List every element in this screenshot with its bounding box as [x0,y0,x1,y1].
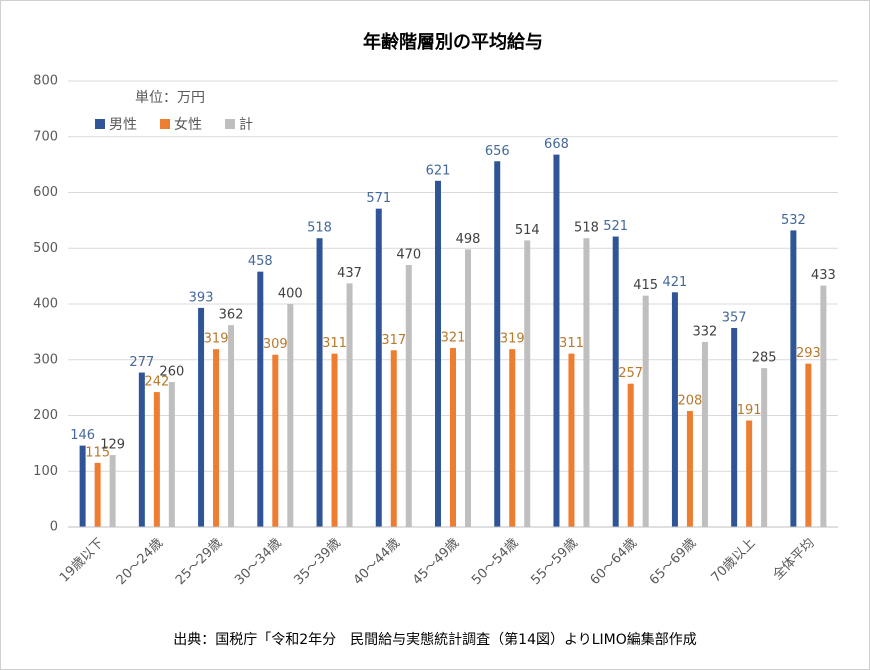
bar [627,383,634,527]
y-tick-label: 400 [33,297,58,312]
bar [790,230,797,527]
value-label: 656 [485,144,510,159]
value-label: 498 [456,232,481,247]
value-label: 437 [337,266,362,281]
value-label: 257 [618,366,643,381]
value-label: 421 [663,275,688,290]
bar [701,341,708,527]
chart-title: 年齢階層別の平均給与 [363,31,543,53]
value-label: 129 [100,438,125,453]
value-label: 521 [603,219,628,234]
bar [553,154,560,527]
bar [138,372,145,527]
bar [509,349,516,527]
legend-label: 計 [239,117,253,133]
bar [272,354,279,527]
value-label: 332 [693,324,718,339]
value-label: 242 [144,375,169,390]
value-label: 311 [322,336,347,351]
value-label: 571 [366,191,391,206]
y-tick-label: 0 [50,520,58,535]
value-label: 518 [307,221,332,236]
bar [761,368,768,527]
legend-swatch [160,119,170,129]
value-label: 470 [396,247,421,262]
bar [213,349,220,527]
value-label: 319 [500,332,525,347]
bar [405,264,412,527]
bar [805,363,812,527]
bar [731,327,738,527]
bar [642,295,649,527]
bar [257,271,264,527]
value-label: 514 [515,223,540,238]
legend-swatch [225,119,235,129]
bar [746,420,753,527]
bar [820,285,827,527]
bar [228,325,235,527]
y-tick-label: 200 [33,408,58,423]
value-label: 362 [219,308,244,323]
bar [450,348,456,527]
bar [168,382,175,527]
value-label: 208 [678,394,703,409]
value-label: 309 [263,337,288,352]
bar [612,236,619,528]
bar [671,292,678,527]
value-label: 393 [189,290,214,305]
y-tick-label: 100 [33,464,58,479]
legend-label: 女性 [174,116,202,133]
value-label: 433 [811,268,836,283]
bar [109,455,116,527]
value-label: 319 [204,332,229,347]
y-tick-label: 500 [33,241,58,256]
bar [198,307,205,527]
source-note: 出典：国税庁「令和2年分 民間給与実態統計調査（第14図）よりLIMO編集部作成 [173,631,696,648]
value-label: 621 [426,163,451,178]
value-label: 518 [574,221,599,236]
bar [390,350,397,527]
value-label: 115 [85,445,110,460]
y-tick-label: 700 [33,129,58,144]
bar [435,180,441,528]
bar [524,240,531,527]
unit-label: 単位：万円 [135,90,205,106]
value-label: 277 [129,355,154,370]
y-tick-label: 300 [33,352,58,367]
value-label: 532 [781,213,806,228]
value-label: 357 [722,310,747,325]
bar [153,392,160,527]
value-label: 311 [559,336,584,351]
bar [94,462,101,527]
bar [568,353,575,527]
bar [79,445,86,527]
bar [583,238,590,527]
bar [686,411,693,527]
value-label: 293 [796,346,821,361]
bar [287,304,294,527]
value-label: 260 [159,365,184,380]
value-label: 668 [544,137,569,152]
value-label: 458 [248,254,273,269]
legend-swatch [95,119,105,129]
bar [316,238,323,527]
legend-label: 男性 [109,117,137,133]
value-label: 415 [633,278,658,293]
value-label: 146 [70,428,95,443]
value-label: 191 [737,403,762,418]
value-label: 400 [278,287,303,302]
bar [465,249,471,528]
value-label: 317 [381,333,406,348]
y-tick-label: 600 [33,185,58,200]
bar [494,161,501,527]
bar [375,208,382,528]
bar [346,283,353,527]
value-label: 321 [441,331,466,346]
y-tick-label: 800 [33,74,58,89]
value-label: 285 [752,351,777,366]
bar [331,353,338,527]
